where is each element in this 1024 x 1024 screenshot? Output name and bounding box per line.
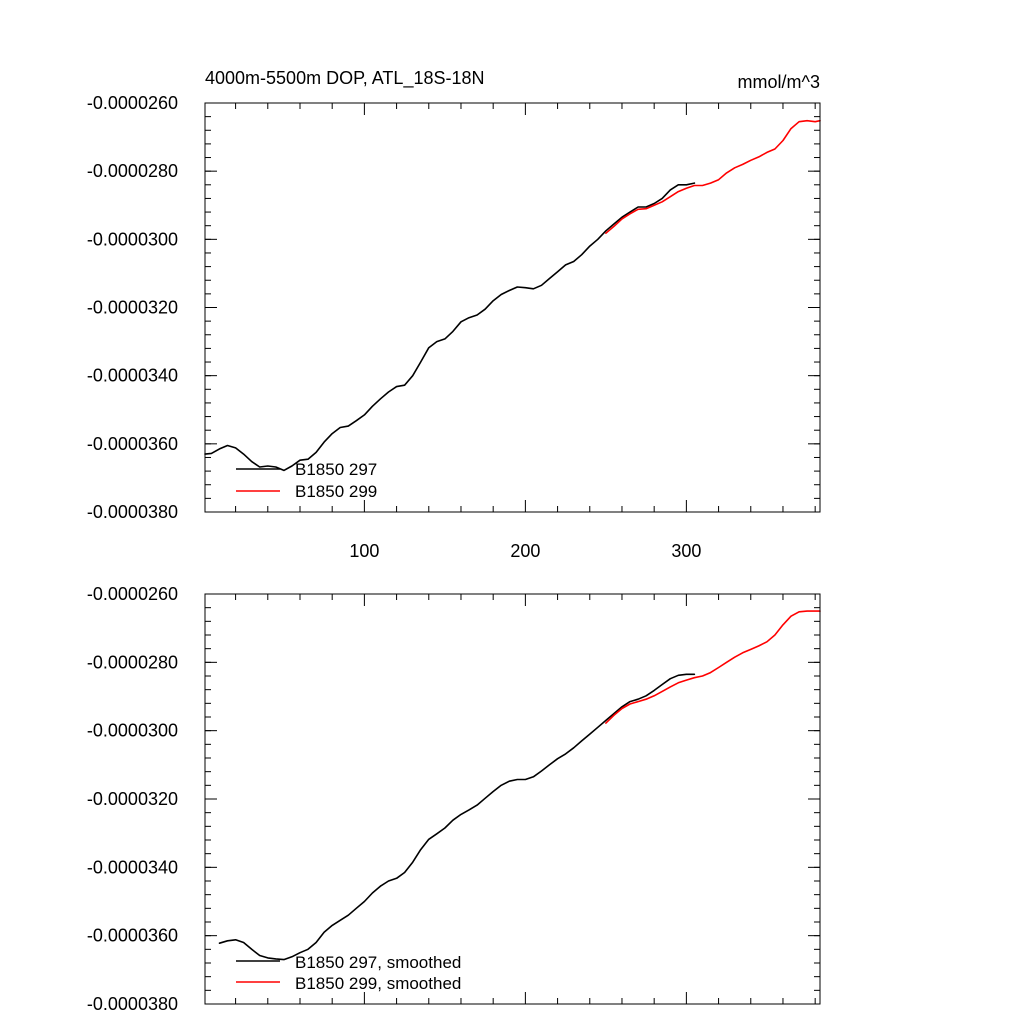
y-tick-label: -0.0000280 [87,161,178,181]
y-tick-label: -0.0000300 [87,721,178,741]
y-tick-labels: -0.0000260 -0.0000280 -0.0000300 -0.0000320… [87,584,178,1014]
y-tick-label: -0.0000340 [87,857,178,877]
x-tick-label: 300 [671,541,701,561]
series-line-b1850-299 [605,119,821,234]
series-line-b1850-299-smoothed [605,610,821,724]
legend-label-297: B1850 297 [295,460,377,479]
y-tick-label: -0.0000280 [87,652,178,672]
legend: B1850 297, smoothed B1850 299, smoothed [236,953,461,993]
legend-label-297-smoothed: B1850 297, smoothed [295,953,461,972]
y-tick-label: -0.0000320 [87,298,178,318]
y-tick-label: -0.0000320 [87,789,178,809]
x-tick-labels: 100 200 300 [349,541,701,561]
y-tick-label: -0.0000360 [87,434,178,454]
y-tick-labels: -0.0000260 -0.0000280 -0.0000300 -0.0000320… [87,93,178,522]
panel-raw: 4000m-5500m DOP, ATL_18S-18N mmol/m^3 -0… [87,68,821,561]
panel-smoothed: -0.0000260 -0.0000280 -0.0000300 -0.0000320… [87,584,821,1014]
series-line-b1850-297 [204,182,696,472]
y-tick-label: -0.0000260 [87,93,178,113]
series-layer [204,119,821,472]
y-tick-label: -0.0000340 [87,366,178,386]
x-tick-label: 100 [349,541,379,561]
legend: B1850 297 B1850 299 [236,460,377,501]
plot-frame [204,593,821,1005]
y-tick-label: -0.0000380 [87,994,178,1014]
legend-label-299-smoothed: B1850 299, smoothed [295,974,461,993]
y-tick-label: -0.0000260 [87,584,178,604]
series-layer [218,610,821,961]
y-tick-label: -0.0000380 [87,502,178,522]
x-tick-label: 200 [510,541,540,561]
y-tick-label: -0.0000360 [87,926,178,946]
series-line-b1850-297-smoothed [218,673,696,961]
chart-title: 4000m-5500m DOP, ATL_18S-18N [205,68,485,89]
legend-label-299: B1850 299 [295,482,377,501]
plot-frame [204,102,821,513]
y-tick-label: -0.0000300 [87,229,178,249]
ticks-layer [205,102,820,513]
units-label: mmol/m^3 [738,72,820,92]
